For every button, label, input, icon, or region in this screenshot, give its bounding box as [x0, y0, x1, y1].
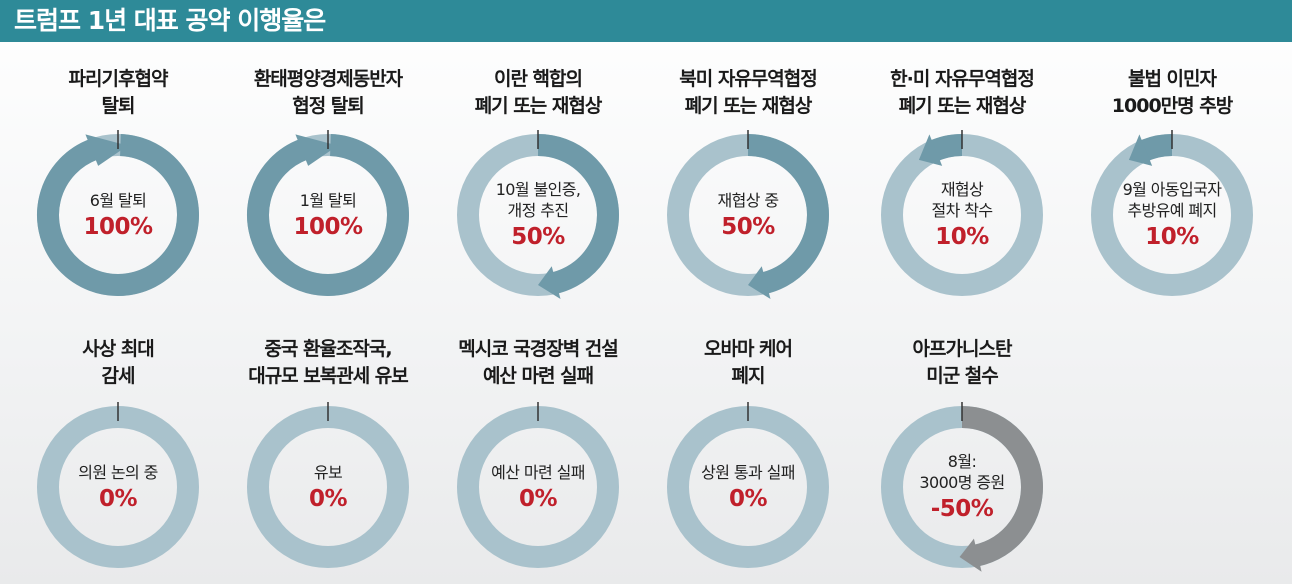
pledge-title-line: 오바마 케어: [703, 338, 793, 360]
donut-center-label: 의원 논의 중 0%: [53, 462, 183, 513]
donut-progress-arc: [247, 134, 409, 296]
donut-center-label: 상원 통과 실패 0%: [683, 462, 813, 513]
status-description: 추방유예 폐지: [1127, 201, 1217, 220]
pledge-title-line: 폐기 또는 재협상: [474, 95, 603, 117]
donut-ring: [881, 130, 1043, 296]
donut-center-label: 예산 마련 실패 0%: [473, 462, 603, 513]
percent-label: 50%: [511, 224, 565, 250]
status-description: 9월 아동입국자: [1122, 180, 1222, 199]
pledge-title-line: 폐기 또는 재협상: [684, 95, 813, 117]
status-description: 8월:: [947, 452, 977, 471]
status-description: 상원 통과 실패: [701, 462, 795, 482]
donut-progress-arc: [747, 134, 829, 294]
pledge-title-line: 북미 자유무역협정: [679, 68, 817, 90]
donut-ring: [37, 130, 199, 296]
pledge-title-line: 중국 환율조작국,: [264, 338, 392, 360]
pledge-title-line: 탈퇴: [101, 95, 136, 117]
donut-ring: [667, 130, 829, 300]
pledge-title-line: 불법 이민자: [1127, 68, 1217, 90]
donut-ring: [457, 402, 619, 568]
pledge-title-line: 멕시코 국경장벽 건설: [458, 338, 619, 360]
status-description: 6월 탈퇴: [89, 190, 147, 210]
status-description: 재협상: [940, 180, 984, 199]
donut-ring: [37, 402, 199, 568]
donut-ring: [667, 402, 829, 568]
donut-ring: [247, 402, 409, 568]
status-description: 의원 논의 중: [78, 462, 158, 482]
percent-label: 0%: [308, 485, 348, 512]
pledge-title-line: 협정 탈퇴: [292, 95, 365, 117]
pledge-title: 중국 환율조작국, 대규모 보복관세 유보: [218, 336, 438, 390]
donut-ring: [1091, 130, 1253, 296]
percent-label: 100%: [83, 213, 153, 240]
status-description: 절차 착수: [931, 201, 994, 220]
percent-label: 0%: [728, 485, 768, 512]
status-description: 3000명 증원: [919, 473, 1005, 492]
pledge-title-line: 이란 핵합의: [493, 68, 583, 90]
donut-arrow-head: [295, 134, 338, 166]
donut-ring: [881, 402, 1043, 572]
pledge-title: 불법 이민자 1000만명 추방: [1062, 66, 1282, 120]
pledge-title-line: 미군 철수: [926, 365, 999, 387]
pledge-title-line: 아프가니스탄: [912, 338, 1013, 360]
status-description: 10월 불인증,: [495, 180, 581, 199]
pledge-title-line: 환태평양경제동반자: [253, 68, 403, 90]
header-bar: 트럼프 1년 대표 공약 이행율은: [0, 0, 1292, 42]
status-description: 유보: [313, 462, 343, 482]
donut-center-label: 10월 불인증, 개정 추진 50%: [473, 179, 603, 251]
donut-negative-arc: [961, 406, 1043, 567]
donut-progress-arc: [537, 134, 619, 294]
donut-progress-arc: [37, 134, 199, 296]
donut-center-label: 유보 0%: [263, 462, 393, 513]
percent-label: 0%: [98, 485, 138, 512]
pledge-title-line: 감세: [101, 365, 136, 387]
pledge-title-line: 한·미 자유무역협정: [890, 68, 1035, 90]
donut-center-label: 8월: 3000명 증원 -50%: [897, 451, 1027, 523]
percent-label: 0%: [518, 485, 558, 512]
status-description: 예산 마련 실패: [491, 462, 585, 482]
percent-label: -50%: [930, 496, 994, 522]
percent-label: 10%: [935, 224, 989, 250]
donut-arrow-head: [918, 134, 943, 166]
page-title: 트럼프 1년 대표 공약 이행율은: [14, 6, 326, 35]
pledge-title-line: 1000만명 추방: [1111, 95, 1233, 117]
status-description: 1월 탈퇴: [299, 190, 357, 210]
donut-ring: [247, 130, 409, 296]
donut-ring: [457, 130, 619, 300]
pledge-title-line: 폐지: [731, 365, 766, 387]
pledge-title-line: 폐기 또는 재협상: [898, 95, 1027, 117]
donut-arrow-head: [538, 266, 561, 300]
pledge-title-line: 사상 최대: [82, 338, 155, 360]
donut-arrow-head: [748, 266, 771, 300]
status-description: 개정 추진: [507, 201, 570, 220]
pledge-title-line: 대규모 보복관세 유보: [248, 365, 409, 387]
donut-arrow-head: [1128, 134, 1153, 166]
percent-label: 50%: [721, 213, 775, 240]
status-description: 재협상 중: [717, 190, 780, 210]
pledge-title-line: 예산 마련 실패: [482, 365, 594, 387]
donut-arrow-head: [959, 538, 982, 572]
percent-label: 10%: [1145, 224, 1199, 250]
percent-label: 100%: [293, 213, 363, 240]
donut-arrow-head: [85, 134, 128, 166]
donut-center-label: 6월 탈퇴 100%: [53, 190, 183, 241]
donut-center-label: 1월 탈퇴 100%: [263, 190, 393, 241]
pledge-title-line: 파리기후협약: [68, 68, 169, 90]
donut-center-label: 재협상 중 50%: [683, 190, 813, 241]
